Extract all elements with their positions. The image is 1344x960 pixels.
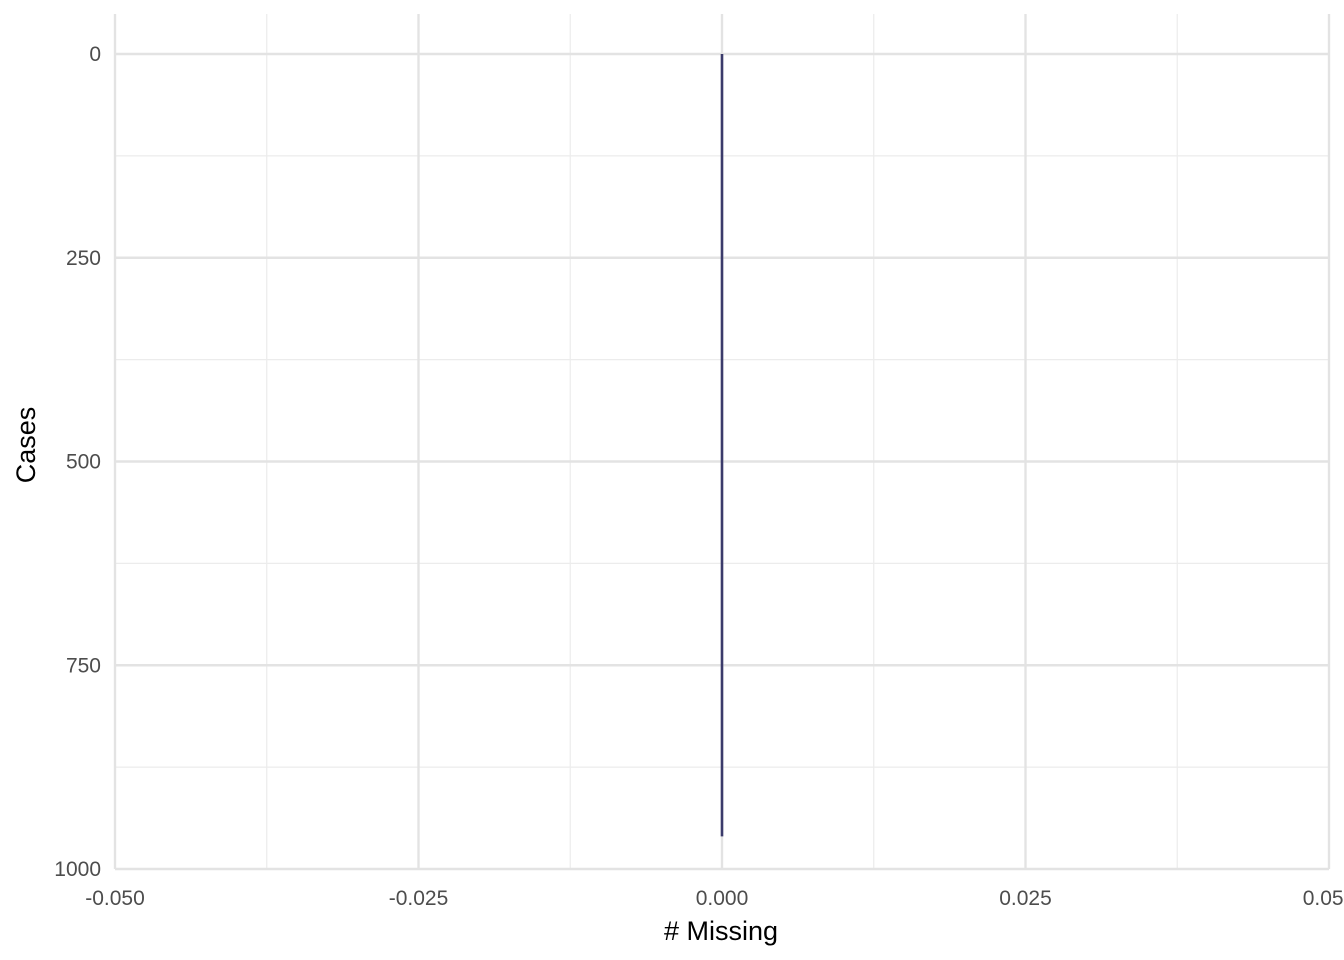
x-tick-label: 0.000 (696, 887, 749, 910)
x-tick-label: 0.050 (1303, 887, 1344, 910)
y-tick-label: 750 (66, 654, 101, 677)
x-tick-label: -0.050 (85, 887, 145, 910)
y-tick-label: 500 (66, 451, 101, 474)
y-tick-label: 250 (66, 247, 101, 270)
y-tick-label: 0 (89, 43, 101, 66)
y-axis-title: Cases (11, 407, 41, 484)
x-tick-label: 0.025 (999, 887, 1052, 910)
y-tick-label: 1000 (54, 858, 101, 881)
x-tick-labels: -0.050 -0.025 0.000 0.025 0.050 (85, 887, 1344, 910)
x-axis-title: # Missing (664, 916, 778, 946)
x-tick-label: -0.025 (389, 887, 449, 910)
y-tick-labels: 0 250 500 750 1000 (54, 43, 101, 881)
